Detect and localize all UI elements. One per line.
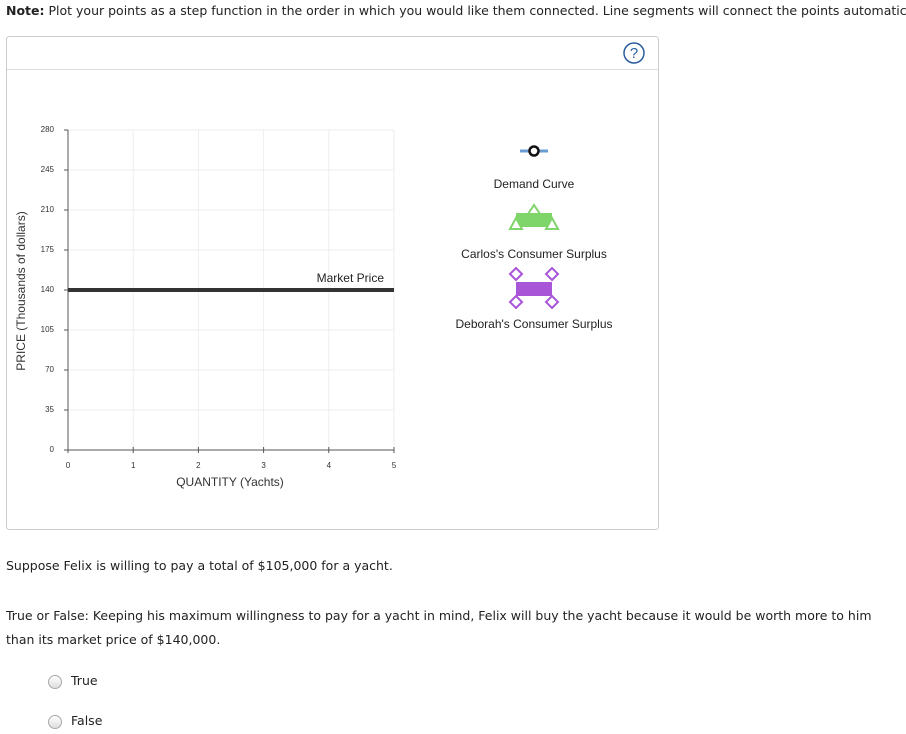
carlos-icon[interactable] bbox=[516, 213, 552, 227]
graph-panel: ? Demand Curve Carlos's Consumer Surplus… bbox=[6, 36, 659, 530]
y-tick-label: 0 bbox=[50, 445, 55, 454]
y-axis-label: PRICE (Thousands of dollars) bbox=[14, 211, 28, 370]
y-tick-label: 35 bbox=[45, 405, 54, 414]
demand-icon-point[interactable] bbox=[528, 145, 540, 157]
series-label: Market Price bbox=[317, 271, 385, 285]
y-tick-label: 140 bbox=[41, 285, 55, 294]
x-tick-label: 1 bbox=[131, 461, 136, 470]
deborah-icon[interactable] bbox=[516, 282, 552, 296]
palette-label: Deborah's Consumer Surplus bbox=[455, 317, 612, 331]
x-axis-label: QUANTITY (Yachts) bbox=[176, 475, 284, 489]
question-prompt: True or False: Keeping his maximum willi… bbox=[6, 608, 872, 647]
note-text: Plot your points as a step function in t… bbox=[48, 3, 906, 18]
x-tick-label: 0 bbox=[66, 461, 71, 470]
option-label[interactable]: False bbox=[71, 713, 103, 728]
radio-button[interactable] bbox=[48, 715, 62, 729]
x-tick-label: 3 bbox=[261, 461, 266, 470]
note-label: Note: bbox=[6, 3, 45, 18]
palette: Demand Curve Carlos's Consumer Surplus D… bbox=[455, 145, 613, 331]
y-tick-label: 280 bbox=[41, 125, 55, 134]
palette-label: Demand Curve bbox=[494, 177, 575, 191]
y-tick-label: 245 bbox=[41, 165, 55, 174]
help-button[interactable] bbox=[623, 42, 645, 64]
y-tick-label: 210 bbox=[41, 205, 55, 214]
option-label[interactable]: True bbox=[71, 673, 98, 688]
y-tick-label: 175 bbox=[41, 245, 55, 254]
deborah-icon-handles[interactable] bbox=[508, 266, 560, 310]
palette-label: Carlos's Consumer Surplus bbox=[461, 247, 607, 261]
x-tick-label: 2 bbox=[196, 461, 201, 470]
panel-border bbox=[6, 36, 659, 530]
note: Note: Plot your points as a step functio… bbox=[6, 3, 906, 18]
y-tick-label: 70 bbox=[45, 365, 54, 374]
radio-button[interactable] bbox=[48, 675, 62, 689]
help-label: ? bbox=[630, 45, 638, 62]
x-tick-label: 4 bbox=[327, 461, 332, 470]
carlos-icon-handles[interactable] bbox=[508, 203, 560, 230]
question-intro: Suppose Felix is willing to pay a total … bbox=[6, 558, 393, 573]
x-tick-label: 5 bbox=[392, 461, 397, 470]
y-tick-label: 105 bbox=[41, 325, 55, 334]
